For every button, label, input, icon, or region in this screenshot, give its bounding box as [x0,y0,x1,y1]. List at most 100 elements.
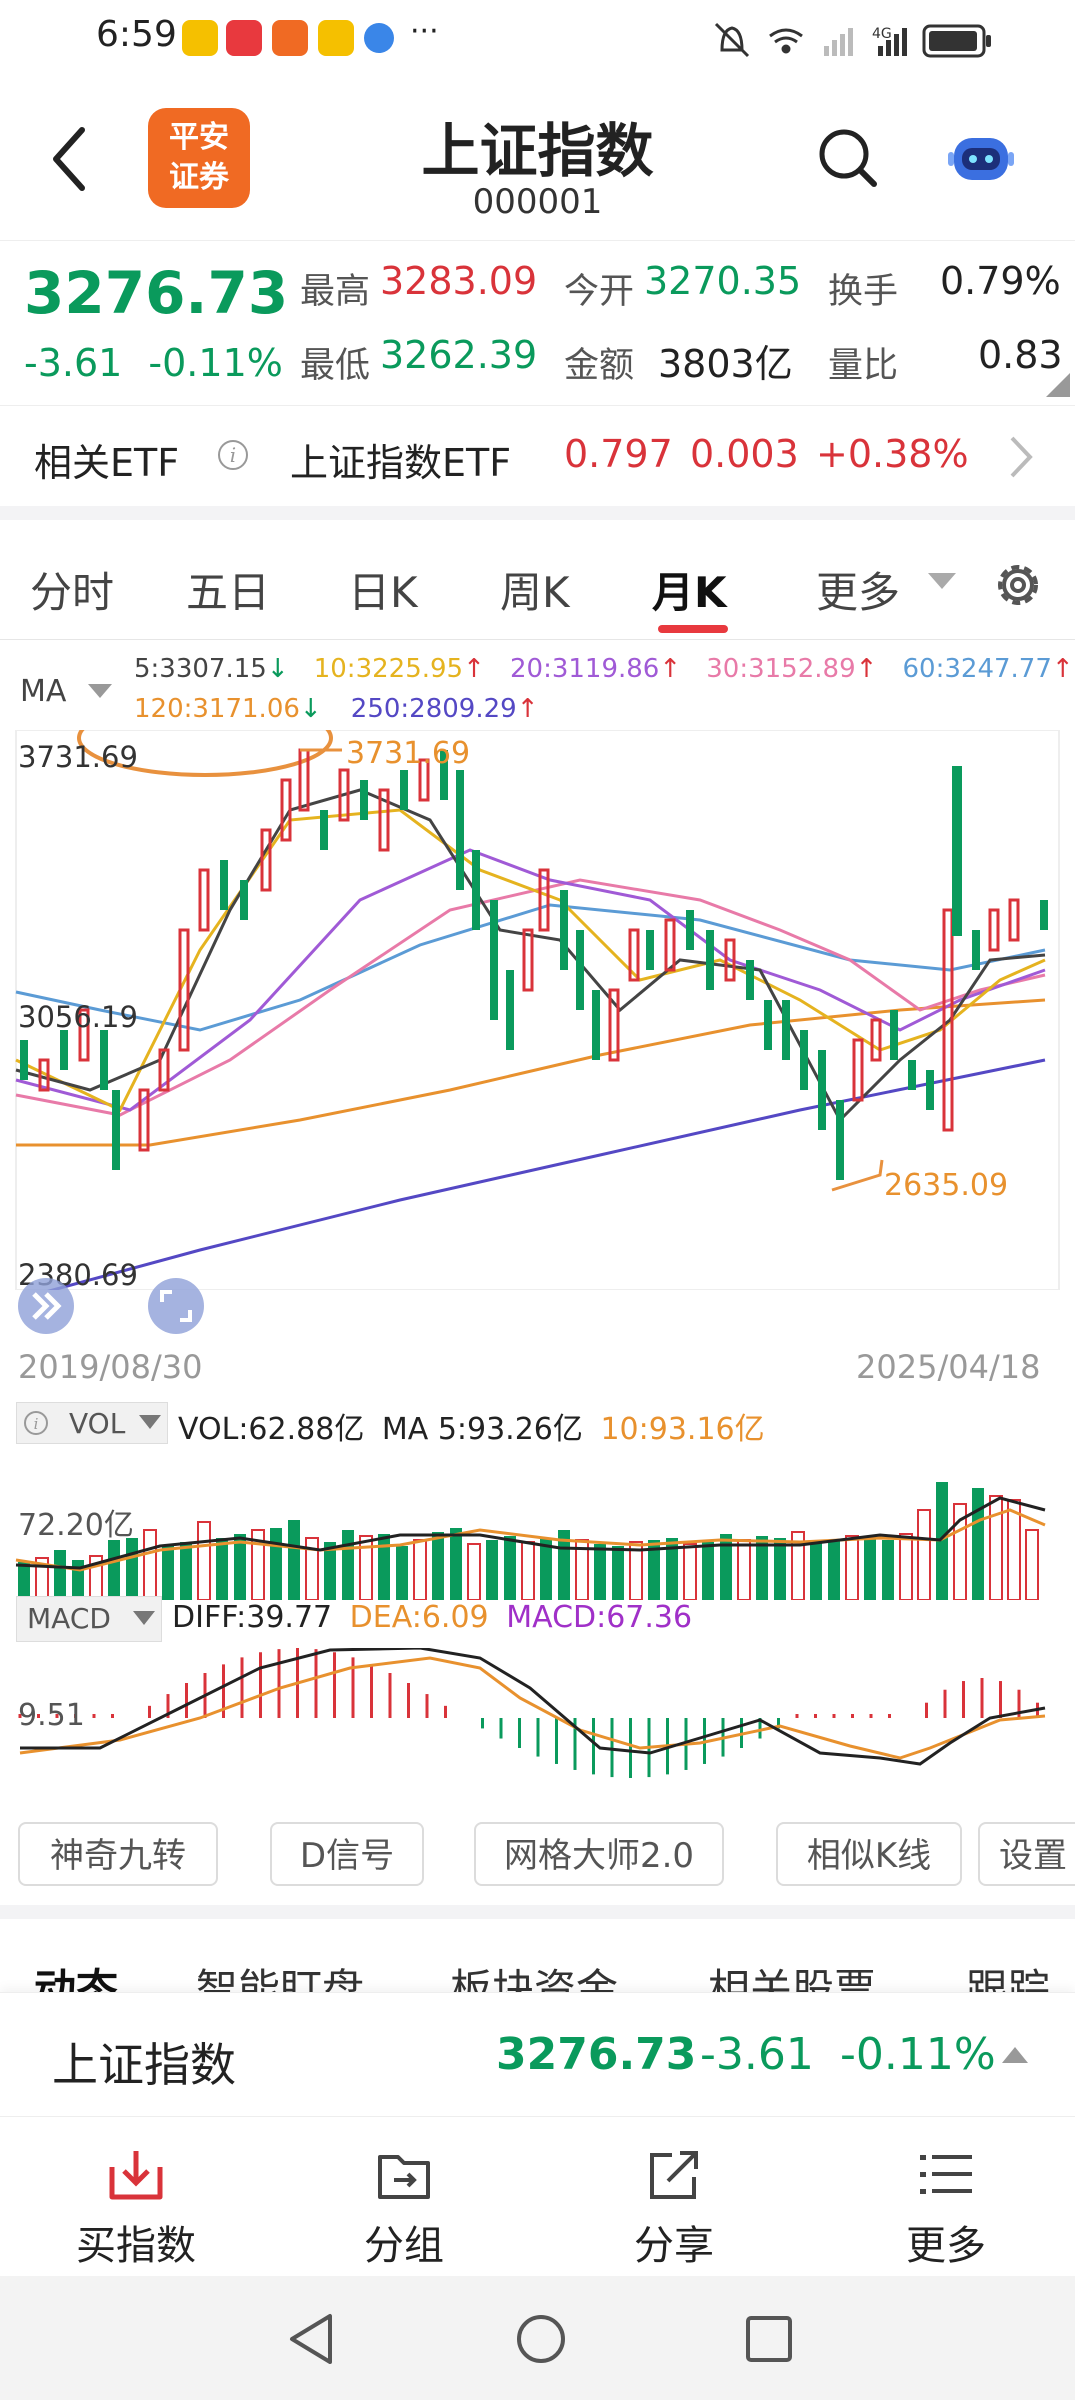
pinned-quote-bar[interactable]: 上证指数 3276.73 -3.61 -0.11% [0,1992,1075,2117]
action-more[interactable]: 更多 [856,2147,1036,2271]
tab-weekly-k[interactable]: 周K [500,568,570,617]
ma-dropdown-icon[interactable] [88,684,112,700]
action-group-label: 分组 [364,2223,444,2269]
price-change-pct: -0.11% [148,341,283,385]
low-marker-label: 2635.09 [884,1168,1009,1203]
pingan-app-icon [272,20,308,56]
more-notifications-icon: ··· [410,14,439,49]
etf-name: 上证指数ETF [290,441,512,485]
turnover-value: 0.79% [940,259,1061,303]
ma-indicator-label[interactable]: MA [20,674,67,709]
share-icon [650,2151,698,2199]
huawei-app-icon [226,20,262,56]
high-value: 3283.09 [380,259,538,303]
macd-value: MACD:67.36 [506,1600,693,1635]
ma250-legend: 250:2809.29↑ [350,694,539,724]
section-separator [0,1905,1075,1919]
volume-bars [18,1482,1039,1600]
tool-d-signal[interactable]: D信号 [270,1822,424,1886]
tool-settings[interactable]: 设置 [978,1822,1075,1886]
expand-corner-icon[interactable] [1046,373,1070,397]
chevron-down-icon [139,1415,161,1429]
candles [20,748,1048,1180]
tab-intraday[interactable]: 分时 [30,568,115,617]
macd-indicator-selector[interactable]: MACD [16,1596,162,1642]
tab-daily-k[interactable]: 日K [348,568,418,617]
action-buy-index[interactable]: 买指数 [46,2147,226,2271]
svg-text:i: i [230,443,236,467]
info-icon[interactable]: i [216,438,250,472]
nav-back-icon[interactable] [286,2312,336,2366]
macd-chart [18,1648,1046,1778]
amount-label: 金额 [564,346,635,386]
tool-grid-master[interactable]: 网格大师2.0 [474,1822,724,1886]
action-group[interactable]: 分组 [314,2147,494,2271]
chevron-down-icon[interactable] [928,573,956,593]
pinned-price: 3276.73 [496,2029,697,2080]
search-icon[interactable] [816,126,880,190]
volume-chart [15,1482,1046,1600]
header: 平安 证券 上证指数 000001 [0,80,1075,240]
info-icon[interactable]: i [23,1410,49,1436]
price-change: -3.61 [24,341,123,385]
back-arrow-icon[interactable] [48,124,88,194]
vol-indicator-selector[interactable]: i VOL [16,1402,168,1444]
volume-ratio-label: 量比 [828,346,899,386]
ma5-legend: 5:3307.15↓ [134,654,289,684]
pinned-change: -3.61 [700,2029,814,2080]
vol-label: VOL [69,1407,126,1440]
tab-more[interactable]: 更多 [816,568,901,617]
tab-monthly-k[interactable]: 月K [652,568,727,617]
chevron-up-icon[interactable] [1002,2045,1028,2065]
list-menu-icon [920,2155,972,2194]
volume-ratio-value: 0.83 [978,333,1063,377]
kline-chart-area[interactable]: MA 5:3307.15↓ 10:3225.95↑ 20:3119.86↑ 30… [0,640,1075,1800]
nav-recents-icon[interactable] [744,2314,794,2364]
tab-five-day[interactable]: 五日 [186,568,271,617]
high-label: 最高 [300,272,371,312]
macd-axis-label: 9.51 [18,1698,85,1733]
macd-label: MACD [27,1602,111,1635]
tool-similar-kline[interactable]: 相似K线 [776,1822,962,1886]
date-start: 2019/08/30 [18,1348,203,1386]
related-etf-row[interactable]: 相关ETF i 上证指数ETF 0.797 0.003 +0.38% [0,405,1075,520]
ma20-legend: 20:3119.86↑ [509,654,682,684]
low-label: 最低 [300,346,371,386]
fullscreen-icon[interactable] [146,1276,206,1336]
action-buy-label: 买指数 [76,2223,196,2269]
pinned-name: 上证指数 [52,2038,236,2092]
annotation-circle [77,730,333,777]
action-share-label: 分享 [634,2223,714,2269]
chevron-right-icon[interactable] [1006,434,1036,480]
ma20-line [15,848,1046,1112]
logo-line-1: 平安 [169,120,229,155]
low-marker-line [831,1159,884,1192]
etf-label: 相关ETF [34,441,180,485]
etf-change: 0.003 [690,432,799,476]
ma-legend-row-2: 120:3171.06↓ 250:2809.29↑ [134,694,539,724]
scroll-to-end-icon[interactable] [16,1276,76,1336]
etf-price: 0.797 [564,432,673,476]
gear-icon[interactable] [990,557,1046,613]
status-bar: 6:59 ··· 4G [0,0,1075,80]
vol-ma5: MA 5:93.26亿 [381,1412,583,1447]
price-change-row: -3.61 -0.11% [24,341,283,385]
chevron-down-icon [133,1611,155,1625]
pinned-change-pct: -0.11% [840,2029,996,2080]
high-marker-label: 3731.69 [346,736,471,771]
ai-assistant-robot-icon[interactable] [946,128,1016,188]
action-share[interactable]: 分享 [584,2147,764,2271]
ma10-legend: 10:3225.95↑ [313,654,485,684]
pingan-logo: 平安 证券 [148,108,250,208]
tool-magic-nine[interactable]: 神奇九转 [18,1822,218,1886]
index-code: 000001 [472,182,603,222]
nav-home-icon[interactable] [514,2312,568,2366]
period-tabs: 分时 五日 日K 周K 月K 更多 [0,519,1075,640]
vol-value: VOL:62.88亿 [178,1412,365,1447]
active-tab-indicator [658,625,728,633]
folder-icon [378,2155,430,2199]
ma30-legend: 30:3152.89↑ [706,654,878,684]
ma60-line [15,903,1046,1032]
ma120-line [16,998,1046,1147]
ma60-legend: 60:3247.77↑ [902,654,1074,684]
